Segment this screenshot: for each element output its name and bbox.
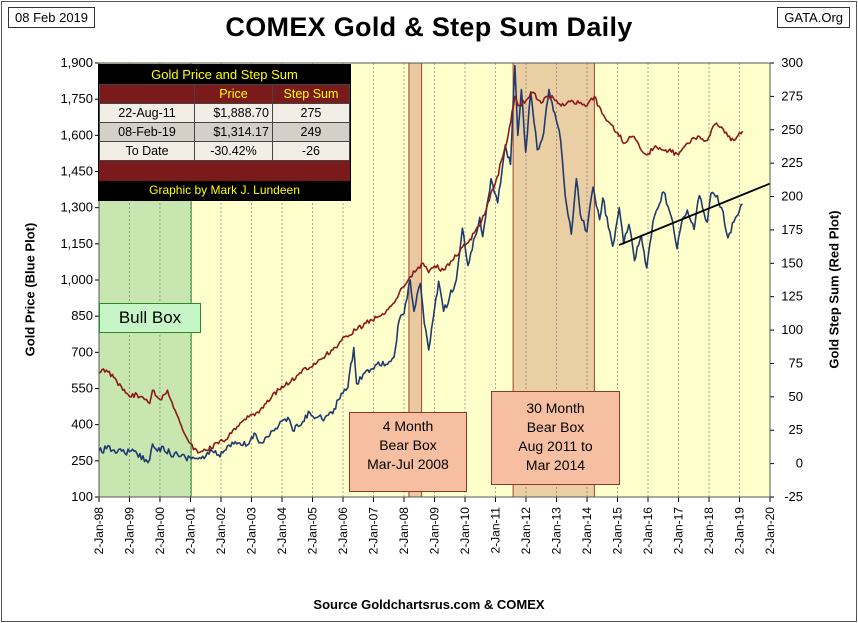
y-left-tick-label: 100 — [71, 489, 93, 504]
y-right-tick-label: 0 — [796, 456, 803, 471]
stats-table: Gold Price and Step Sum Price Step Sum 2… — [98, 64, 351, 201]
table-row: To Date -30.42% -26 — [99, 141, 351, 161]
bear-2008-line-3: Mar-Jul 2008 — [367, 456, 449, 472]
x-tick-label: 2-Jan-11 — [489, 507, 503, 554]
bull-box-label: Bull Box — [99, 303, 201, 333]
y-right-tick-label: 175 — [781, 222, 803, 237]
x-tick-label: 2-Jan-02 — [214, 507, 228, 555]
x-tick-label: 2-Jan-20 — [763, 507, 777, 555]
y-axis-left-label: Gold Price (Blue Plot) — [22, 222, 38, 357]
chart-title: COMEX Gold & Step Sum Daily — [225, 12, 633, 42]
y-right-tick-label: -25 — [784, 489, 803, 504]
x-tick-label: 2-Jan-14 — [580, 507, 594, 555]
trend-line — [618, 182, 771, 246]
row-step: 275 — [271, 103, 351, 123]
y-right-tick-label: 100 — [781, 322, 803, 337]
x-tick-label: 2-Jan-98 — [92, 507, 106, 555]
y-right-tick-label: 225 — [781, 155, 803, 170]
y-left-tick-label: 700 — [71, 344, 93, 359]
row-price: -30.42% — [194, 141, 273, 161]
stats-col-step: Step Sum — [271, 84, 351, 104]
table-row: 08-Feb-19 $1,314.17 249 — [99, 122, 351, 142]
y-right-tick-label: 275 — [781, 88, 803, 103]
table-row: 22-Aug-11 $1,888.70 275 — [99, 103, 351, 123]
stats-title: Gold Price and Step Sum — [151, 67, 298, 82]
row-price: $1,314.17 — [194, 122, 273, 142]
y-right-tick-label: 300 — [781, 55, 803, 70]
y-right-tick-label: 25 — [789, 422, 803, 437]
site-badge: GATA.Org — [777, 7, 850, 28]
y-right-tick-label: 250 — [781, 122, 803, 137]
y-left-tick-label: 1,900 — [60, 55, 93, 70]
bear-2008-line-2: Bear Box — [379, 437, 437, 453]
x-tick-label: 2-Jan-06 — [336, 507, 350, 555]
x-tick-label: 2-Jan-18 — [702, 507, 716, 555]
y-right-tick-label: 150 — [781, 255, 803, 270]
y-left-tick-label: 1,000 — [60, 272, 93, 287]
x-tick-label: 2-Jan-99 — [122, 507, 136, 555]
bear-box-2011-label: 30 Month Bear Box Aug 2011 to Mar 2014 — [491, 391, 620, 485]
x-tick-label: 2-Jan-05 — [306, 507, 320, 555]
stats-col-price: Price — [194, 84, 273, 104]
row-price: $1,888.70 — [194, 103, 273, 123]
bear-2008-line-1: 4 Month — [382, 418, 434, 434]
x-tick-label: 2-Jan-09 — [428, 507, 442, 555]
x-tick-label: 2-Jan-08 — [397, 507, 411, 555]
x-tick-label: 2-Jan-04 — [275, 507, 289, 555]
x-tick-label: 2-Jan-12 — [519, 507, 533, 555]
y-left-tick-label: 1,150 — [60, 236, 93, 251]
y-left-tick-label: 550 — [71, 381, 93, 396]
y-right-tick-label: 50 — [789, 389, 803, 404]
row-step: -26 — [271, 141, 351, 161]
stats-header-row: Price Step Sum — [99, 84, 351, 104]
x-tick-label: 2-Jan-13 — [550, 507, 564, 555]
stats-col-blank — [99, 84, 195, 104]
step-sum-line — [98, 91, 744, 454]
x-tick-label: 2-Jan-19 — [733, 507, 747, 555]
y-left-tick-label: 850 — [71, 308, 93, 323]
y-left-tick-label: 1,450 — [60, 164, 93, 179]
gold-price-line — [98, 64, 743, 464]
row-label: 22-Aug-11 — [99, 103, 195, 123]
x-tick-label: 2-Jan-01 — [184, 507, 198, 555]
y-axis-right-label: Gold Step Sum (Red Plot) — [826, 210, 842, 369]
x-tick-label: 2-Jan-16 — [641, 507, 655, 555]
stats-credit: Graphic by Mark J. Lundeen — [99, 181, 350, 200]
bear-2011-line-2: Bear Box — [526, 419, 585, 435]
bear-2011-line-1: 30 Month — [526, 400, 585, 416]
x-tick-label: 2-Jan-03 — [244, 507, 258, 555]
y-right-tick-label: 200 — [781, 189, 803, 204]
row-label: 08-Feb-19 — [99, 122, 195, 142]
x-tick-label: 2-Jan-15 — [611, 507, 625, 555]
bear-box-2008-label: 4 Month Bear Box Mar-Jul 2008 — [349, 412, 467, 492]
stats-spacer — [99, 161, 350, 181]
y-left-tick-label: 1,600 — [60, 127, 93, 142]
plot-border — [98, 62, 771, 498]
y-right-tick-label: 75 — [789, 355, 803, 370]
y-right-tick-label: 125 — [781, 289, 803, 304]
x-tick-label: 2-Jan-17 — [672, 507, 686, 555]
x-tick-label: 2-Jan-00 — [153, 507, 167, 555]
date-badge: 08 Feb 2019 — [8, 7, 96, 28]
bear-2011-line-3: Aug 2011 to — [518, 438, 593, 454]
x-tick-label: 2-Jan-10 — [458, 507, 472, 555]
row-step: 249 — [271, 122, 351, 142]
row-label: To Date — [99, 141, 195, 161]
y-left-tick-label: 1,300 — [60, 200, 93, 215]
stats-grid: Price Step Sum 22-Aug-11 $1,888.70 275 0… — [99, 84, 351, 161]
bear-2011-line-4: Mar 2014 — [525, 457, 586, 473]
source-note: Source Goldchartsrus.com & COMEX — [313, 597, 545, 612]
x-tick-label: 2-Jan-07 — [366, 507, 380, 555]
y-left-tick-label: 250 — [71, 453, 93, 468]
y-left-tick-label: 400 — [71, 417, 93, 432]
y-left-tick-label: 1,750 — [60, 91, 93, 106]
